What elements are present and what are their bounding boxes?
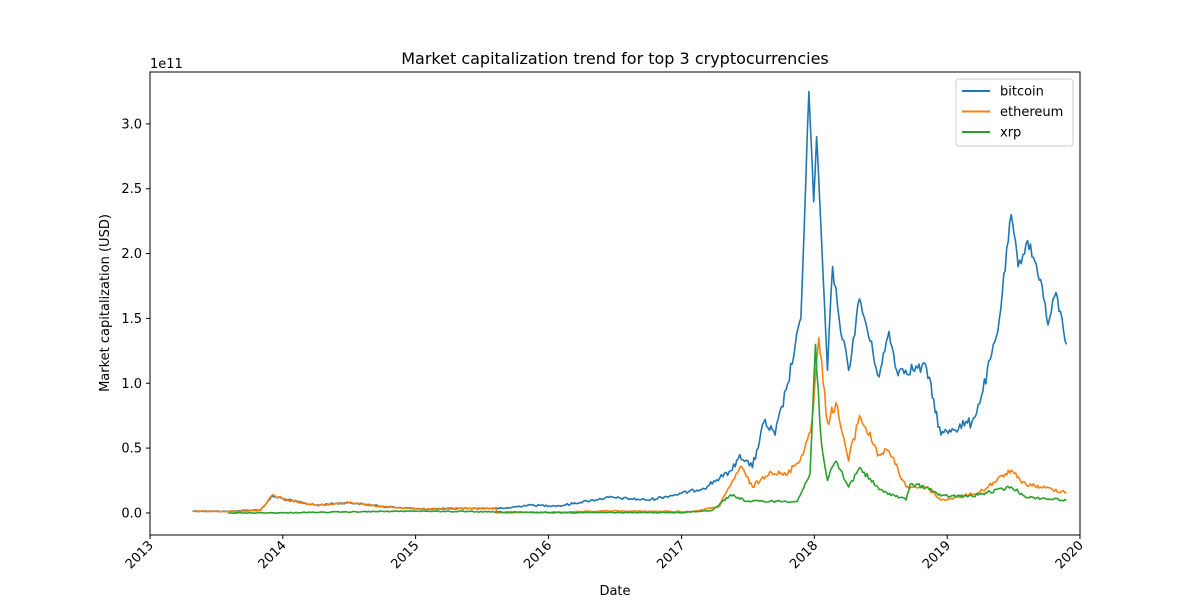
y-offset-label: 1e11 xyxy=(150,57,183,72)
legend-box xyxy=(955,78,1074,147)
legend-label-ethereum: ethereum xyxy=(1000,105,1063,120)
y-tick-label: 2.5 xyxy=(121,182,142,197)
series-line-xrp xyxy=(228,343,1067,514)
y-tick-label: 0.5 xyxy=(121,442,142,457)
legend-label-bitcoin: bitcoin xyxy=(1000,85,1044,100)
legend: bitcoin ethereum xrp xyxy=(955,78,1074,147)
series-layer xyxy=(192,90,1068,514)
y-tick-label: 1.0 xyxy=(121,377,142,392)
plot-area xyxy=(149,71,1081,536)
y-axis: 0.0 0.5 1.0 1.5 2.0 2.5 3.0 xyxy=(121,117,150,521)
x-axis-label: Date xyxy=(599,584,630,599)
plot-frame xyxy=(149,71,1081,536)
legend-label-xrp: xrp xyxy=(1000,126,1021,141)
y-axis-label: Market capitalization (USD) xyxy=(98,214,113,392)
y-tick-label: 0.0 xyxy=(121,506,142,521)
y-tick-label: 3.0 xyxy=(121,117,142,132)
chart-title: Market capitalization trend for top 3 cr… xyxy=(401,49,829,68)
y-tick-label: 1.5 xyxy=(121,312,142,327)
y-tick-label: 2.0 xyxy=(121,247,142,262)
